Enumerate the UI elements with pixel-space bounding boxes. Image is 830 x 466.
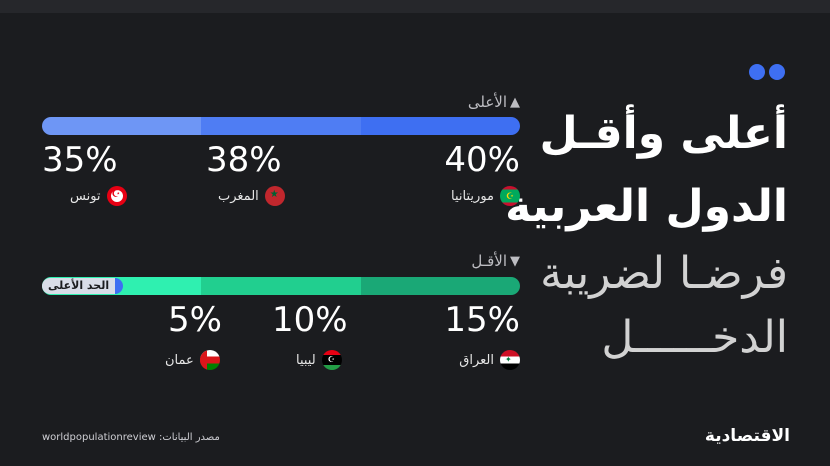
decorative-dots <box>749 64 785 80</box>
mauritania-flag-icon: ☪ <box>500 186 520 206</box>
highest-bar <box>42 117 520 135</box>
country-label: ليبيا <box>296 352 316 368</box>
highest-segment-2 <box>201 117 361 135</box>
country-label: المغرب <box>218 188 259 204</box>
country-label: تونس <box>70 188 101 204</box>
publisher-logo: الاقتصادية <box>704 426 790 446</box>
country-label: العراق <box>459 352 494 368</box>
reference-marker-label: الحد الأعلى <box>42 278 116 294</box>
highest-segment-3 <box>42 117 202 135</box>
lowest-label-text: الأقـل <box>471 252 507 270</box>
value-label-morocco: 38% <box>206 140 282 180</box>
country-morocco: ★ المغرب <box>218 186 285 206</box>
reference-marker-cap <box>115 278 124 294</box>
lowest-segment-2 <box>201 277 361 295</box>
country-libya: ☪ ليبيا <box>296 350 342 370</box>
down-arrow-icon: ▼ <box>510 253 520 269</box>
highest-segment-1 <box>360 117 520 135</box>
dot <box>769 64 785 80</box>
value-label-oman: 5% <box>168 300 222 340</box>
title-line-1: أعلى وأقـل <box>539 108 789 159</box>
value-label-mauritania: 40% <box>444 140 520 180</box>
iraq-flag-icon: ✦ <box>500 350 520 370</box>
libya-flag-icon: ☪ <box>321 350 342 370</box>
title-line-4: الدخــــــل <box>601 312 788 363</box>
country-mauritania: ☪ موريتانيا <box>451 186 520 206</box>
highest-label: ▲ الأعلى <box>468 93 520 111</box>
value-label-iraq: 15% <box>444 300 520 340</box>
title-line-3: فرضـا لضريبة <box>540 248 788 299</box>
country-label: عمان <box>165 352 194 368</box>
value-label-tunisia: 35% <box>42 140 118 180</box>
top-bar <box>0 0 830 13</box>
morocco-flag-icon: ★ <box>264 186 285 206</box>
tunisia-flag-icon: ☪ <box>106 186 127 206</box>
value-label-libya: 10% <box>272 300 348 340</box>
dot <box>749 64 765 80</box>
lowest-segment-1 <box>360 277 520 295</box>
oman-flag-icon <box>199 350 220 370</box>
country-label: موريتانيا <box>451 188 494 204</box>
data-source: مصدر البيانات: worldpopulationreview <box>42 432 220 443</box>
country-oman: عمان <box>165 350 220 370</box>
reference-marker: الحد الأعلى <box>42 278 124 294</box>
country-tunisia: ☪ تونس <box>70 186 127 206</box>
title-line-2: الدول العربية <box>505 181 788 232</box>
country-iraq: ✦ العراق <box>459 350 520 370</box>
up-arrow-icon: ▲ <box>510 94 520 110</box>
highest-label-text: الأعلى <box>467 93 507 111</box>
lowest-label: ▼ الأقـل <box>471 252 520 270</box>
